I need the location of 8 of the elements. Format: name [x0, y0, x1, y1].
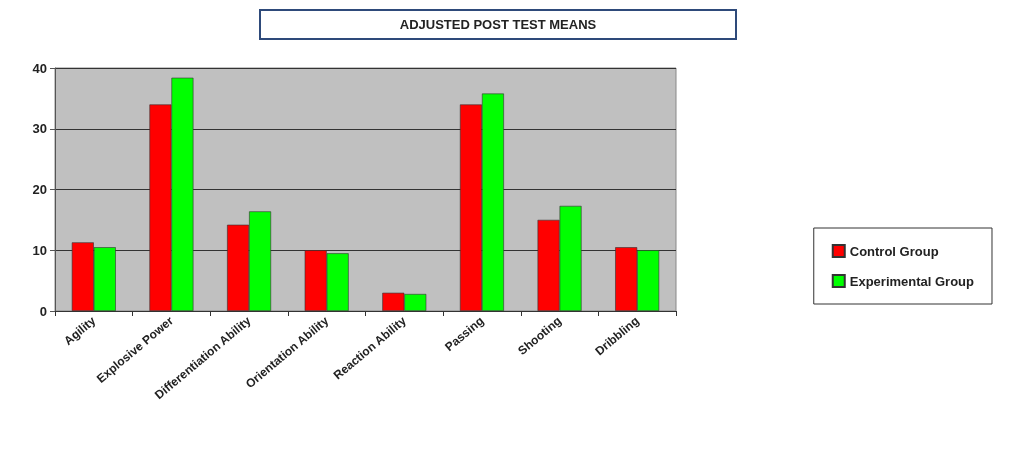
legend-label: Experimental Group [849, 273, 975, 289]
legend-label: Control Group [849, 243, 939, 259]
y-tick-label: 40 [32, 60, 47, 76]
y-tick-label: 30 [32, 121, 47, 137]
y-tick-label: 0 [39, 303, 47, 319]
y-tick-label: 10 [32, 242, 47, 258]
chart-title: ADJUSTED POST TEST MEANS [399, 17, 597, 32]
y-tick-label: 20 [32, 182, 47, 197]
